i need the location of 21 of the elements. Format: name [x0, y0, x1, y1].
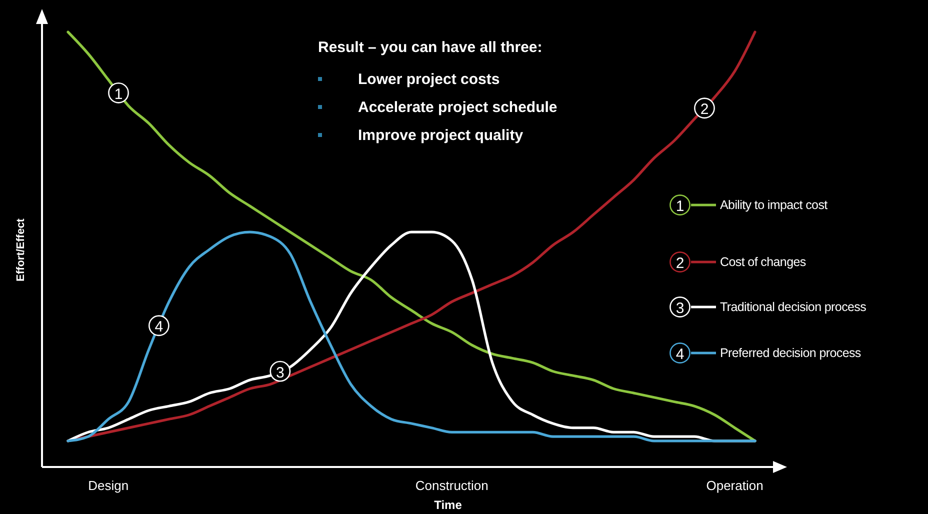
- legend-label: Ability to impact cost: [720, 198, 828, 212]
- annotation: 2: [700, 101, 709, 118]
- x-tick-label: Construction: [415, 478, 488, 493]
- text: 4: [676, 346, 684, 363]
- text: 3: [676, 300, 684, 317]
- annotation: 3: [276, 364, 284, 382]
- annotation: Improve project quality: [358, 127, 524, 144]
- y-axis-title: Effort/Effect: [15, 218, 27, 282]
- annotation: Accelerate project schedule: [358, 99, 558, 116]
- annotation: Lower project costs: [358, 71, 500, 88]
- text: 2: [676, 255, 684, 272]
- legend-label: Traditional decision process: [720, 300, 866, 314]
- legend-label: Cost of changes: [720, 255, 806, 269]
- x-axis-title: Time: [434, 498, 462, 512]
- annotation: 1: [114, 86, 123, 103]
- annotation: 4: [154, 318, 164, 336]
- text: 1: [676, 198, 684, 215]
- text: Result – you can have all three:: [318, 39, 542, 56]
- legend-label: Preferred decision process: [720, 346, 861, 360]
- x-tick-label: Design: [88, 478, 129, 493]
- x-tick-label: Operation: [706, 478, 764, 493]
